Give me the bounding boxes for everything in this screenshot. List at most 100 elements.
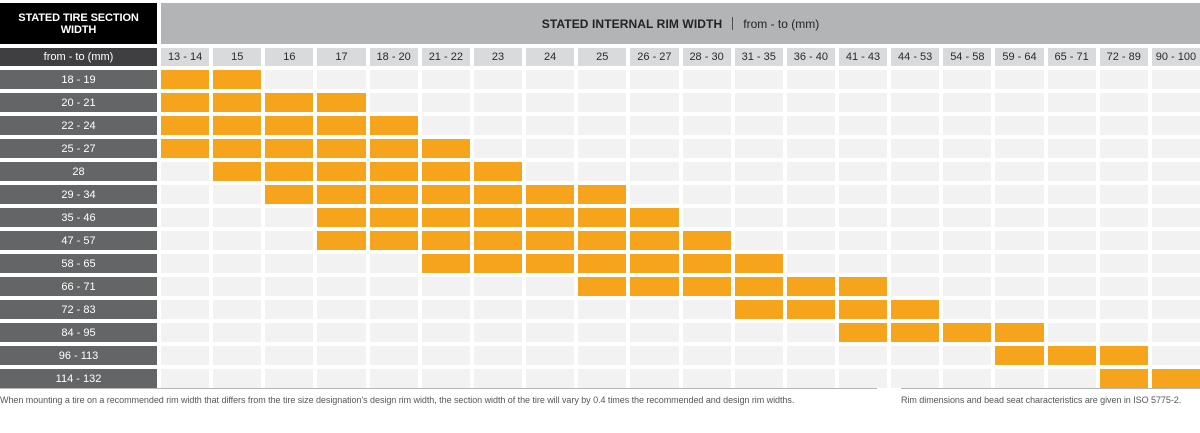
empty-cell <box>421 116 470 135</box>
empty-cell <box>265 323 314 342</box>
empty-cell <box>891 139 940 158</box>
empty-cell <box>1099 254 1148 273</box>
empty-cell <box>526 162 575 181</box>
empty-cell <box>161 254 210 273</box>
empty-cell <box>161 346 210 365</box>
compatible-cell <box>317 185 366 204</box>
compatible-cell <box>630 254 679 273</box>
empty-cell <box>473 346 523 365</box>
empty-cell <box>786 254 835 273</box>
empty-cell <box>1151 70 1200 89</box>
empty-cell <box>891 185 940 204</box>
empty-cell <box>995 70 1044 89</box>
empty-cell <box>786 162 835 181</box>
empty-cell <box>734 231 783 250</box>
empty-cell <box>213 185 262 204</box>
compatible-cell <box>1099 369 1148 388</box>
compatible-cell <box>838 300 888 319</box>
empty-cell <box>943 208 992 227</box>
footnote-left: When mounting a tire on a recommended ri… <box>0 388 877 407</box>
rim-width-column-header: 41 - 43 <box>838 48 888 66</box>
empty-cell <box>161 277 210 296</box>
compatible-cell <box>369 139 418 158</box>
rim-width-column-header: 17 <box>317 48 366 66</box>
empty-cell <box>369 277 418 296</box>
rim-width-column-header: 54 - 58 <box>943 48 992 66</box>
empty-cell <box>526 70 575 89</box>
empty-cell <box>1151 254 1200 273</box>
empty-cell <box>213 277 262 296</box>
compatible-cell <box>1047 346 1096 365</box>
empty-cell <box>943 185 992 204</box>
compatible-cell <box>786 300 835 319</box>
empty-cell <box>943 139 992 158</box>
empty-cell <box>891 70 940 89</box>
empty-cell <box>1151 300 1200 319</box>
empty-cell <box>1151 323 1200 342</box>
empty-cell <box>265 254 314 273</box>
compatible-cell <box>317 93 366 112</box>
empty-cell <box>578 70 627 89</box>
empty-cell <box>786 323 835 342</box>
compatible-cell <box>213 162 262 181</box>
empty-cell <box>1047 369 1096 388</box>
empty-cell <box>1099 231 1148 250</box>
compatible-cell <box>265 185 314 204</box>
empty-cell <box>317 369 366 388</box>
empty-cell <box>265 277 314 296</box>
empty-cell <box>995 369 1044 388</box>
compatible-cell <box>317 139 366 158</box>
empty-cell <box>1047 300 1096 319</box>
empty-cell <box>161 369 210 388</box>
compatible-cell <box>213 116 262 135</box>
empty-cell <box>317 277 366 296</box>
tire-width-row-header: 84 - 95 <box>0 323 157 342</box>
tire-width-row-header: 18 - 19 <box>0 70 157 89</box>
compatible-cell <box>421 185 470 204</box>
empty-cell <box>317 346 366 365</box>
compatible-cell <box>369 185 418 204</box>
rim-width-column-header: 24 <box>526 48 575 66</box>
empty-cell <box>265 70 314 89</box>
footnotes: When mounting a tire on a recommended ri… <box>0 388 1200 407</box>
empty-cell <box>473 139 523 158</box>
compatible-cell <box>578 254 627 273</box>
empty-cell <box>1099 93 1148 112</box>
empty-cell <box>682 116 731 135</box>
empty-cell <box>786 231 835 250</box>
empty-cell <box>995 93 1044 112</box>
empty-cell <box>1099 162 1148 181</box>
empty-cell <box>891 231 940 250</box>
tire-width-row-header: 58 - 65 <box>0 254 157 273</box>
tire-width-row-header: 35 - 46 <box>0 208 157 227</box>
empty-cell <box>317 323 366 342</box>
compatible-cell <box>1099 346 1148 365</box>
from-to-corner-label: from - to (mm) <box>0 48 157 66</box>
compatible-cell <box>265 116 314 135</box>
empty-cell <box>421 369 470 388</box>
compatible-cell <box>161 70 210 89</box>
empty-cell <box>630 369 679 388</box>
tire-section-width-header: STATED TIRE SECTION WIDTH <box>0 3 157 44</box>
compatible-cell <box>838 323 888 342</box>
empty-cell <box>786 369 835 388</box>
empty-cell <box>421 70 470 89</box>
empty-cell <box>161 208 210 227</box>
empty-cell <box>1047 323 1096 342</box>
empty-cell <box>995 231 1044 250</box>
empty-cell <box>161 162 210 181</box>
empty-cell <box>317 254 366 273</box>
rim-width-column-header: 21 - 22 <box>421 48 470 66</box>
compatible-cell <box>369 162 418 181</box>
empty-cell <box>943 300 992 319</box>
empty-cell <box>161 231 210 250</box>
empty-cell <box>838 185 888 204</box>
compatible-cell <box>630 208 679 227</box>
empty-cell <box>838 254 888 273</box>
tire-width-row-header: 25 - 27 <box>0 139 157 158</box>
empty-cell <box>578 162 627 181</box>
compatible-cell <box>526 254 575 273</box>
empty-cell <box>682 208 731 227</box>
empty-cell <box>891 369 940 388</box>
